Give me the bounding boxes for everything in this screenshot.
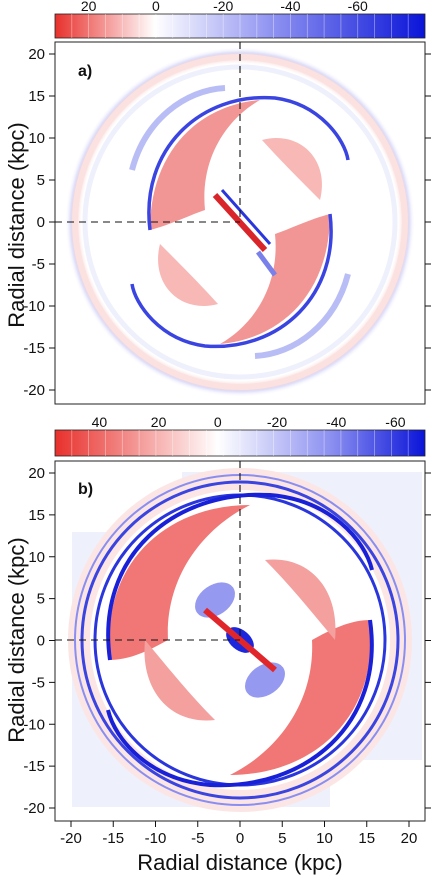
y-tick-label: -5: [32, 674, 45, 691]
colorbar-tick-label: -60: [385, 414, 405, 430]
x-tick-label: -20: [60, 830, 82, 847]
panel-b-label: b): [78, 481, 93, 498]
blue-lobe-b-1: [195, 582, 235, 618]
x-tick-label: 10: [316, 830, 333, 847]
y-tick-label: -15: [23, 758, 45, 775]
colorbar-tick-label: -40: [326, 414, 346, 430]
colorbar-tick-label: -60: [348, 0, 368, 14]
y-tick-label: 10: [28, 130, 45, 147]
colorbar-b: 40 20 0 -20 -40 -60: [54, 414, 426, 457]
y-tick-label: -20: [23, 382, 45, 399]
colorbar-tick-label: -20: [213, 0, 233, 14]
y-tick-label: 20: [28, 465, 45, 482]
panel-b: 40 20 0 -20 -40 -60: [4, 414, 431, 875]
blue-halo-a-2: [254, 273, 351, 359]
pink-lobe-b-2: [144, 640, 215, 721]
y-tick-label: -5: [32, 256, 45, 273]
colorbar-tick-label: 20: [151, 414, 167, 430]
y-tick-label: -10: [23, 298, 45, 315]
bar-tail-a: [255, 250, 278, 277]
red-arm-b-1: [109, 505, 250, 660]
blue-lobe-b-2: [245, 662, 285, 698]
blue-arm-b-2: [106, 619, 374, 788]
colorbar-tick-label: -40: [280, 0, 300, 14]
y-tick-label: 5: [37, 591, 45, 608]
colorbar-b-separators: [71, 430, 409, 456]
y-axis-a-label: Radial distance (kpc): [4, 122, 29, 327]
y-tick-label: 15: [28, 88, 45, 105]
y-tick-label: 0: [37, 214, 45, 231]
panel-a-label: a): [78, 63, 92, 80]
x-tick-label: -10: [145, 830, 167, 847]
colorbar-tick-label: 40: [92, 414, 108, 430]
x-axis-label: Radial distance (kpc): [137, 850, 342, 875]
y-tick-label: -20: [23, 800, 45, 817]
x-tick-label: -15: [102, 830, 124, 847]
colorbar-a-ticks: 20 0 -20 -40 -60: [81, 0, 368, 14]
y-tick-label: 20: [28, 46, 45, 63]
y-axis-b-ticks: 20 15 10 5 0 -5 -10 -15 -20: [23, 465, 431, 817]
blue-halo-a-1: [129, 85, 226, 171]
blue-arm-a-1: [147, 95, 350, 231]
x-tick-label: -5: [191, 830, 204, 847]
x-axis-b-ticks: -20 -15 -10 -5 0 5 10 15 20: [60, 821, 417, 847]
y-tick-label: 0: [37, 633, 45, 650]
y-tick-label: -10: [23, 716, 45, 733]
colorbar-a-separators: [71, 14, 409, 38]
colorbar-tick-label: 0: [152, 0, 160, 14]
y-axis-b-label: Radial distance (kpc): [4, 537, 29, 742]
colorbar-tick-label: -20: [267, 414, 287, 430]
y-tick-label: 15: [28, 507, 45, 524]
colorbar-a: 20 0 -20 -40 -60: [54, 0, 426, 39]
pink-lobe-b-1: [265, 559, 336, 640]
red-lobe-a-1: [150, 100, 260, 230]
x-tick-label: 5: [278, 830, 286, 847]
pink-lobe-a-1: [262, 138, 322, 200]
y-tick-label: -15: [23, 340, 45, 357]
y-tick-label: 5: [37, 172, 45, 189]
blue-arm-b-1: [106, 492, 374, 661]
pink-lobe-a-2: [158, 244, 218, 306]
y-tick-label: 10: [28, 549, 45, 566]
colorbar-b-ticks: 40 20 0 -20 -40 -60: [92, 414, 406, 430]
red-arm-b-2: [230, 620, 371, 775]
blue-arm-a-2: [130, 213, 333, 349]
x-tick-label: 15: [358, 830, 375, 847]
y-axis-a-ticks: 20 15 10 5 0 -5 -10 -15 -20: [23, 46, 431, 399]
colorbar-tick-label: 0: [214, 414, 222, 430]
colorbar-tick-label: 20: [81, 0, 97, 14]
red-lobe-a-2: [220, 214, 330, 344]
panel-a: 20 0 -20 -40 -60 a) 20 15 10 5 0 -5 -10 -15 -20: [4, 0, 431, 405]
x-tick-label: 20: [401, 830, 418, 847]
x-tick-label: 0: [236, 830, 244, 847]
bar-blue-a: [220, 189, 272, 245]
